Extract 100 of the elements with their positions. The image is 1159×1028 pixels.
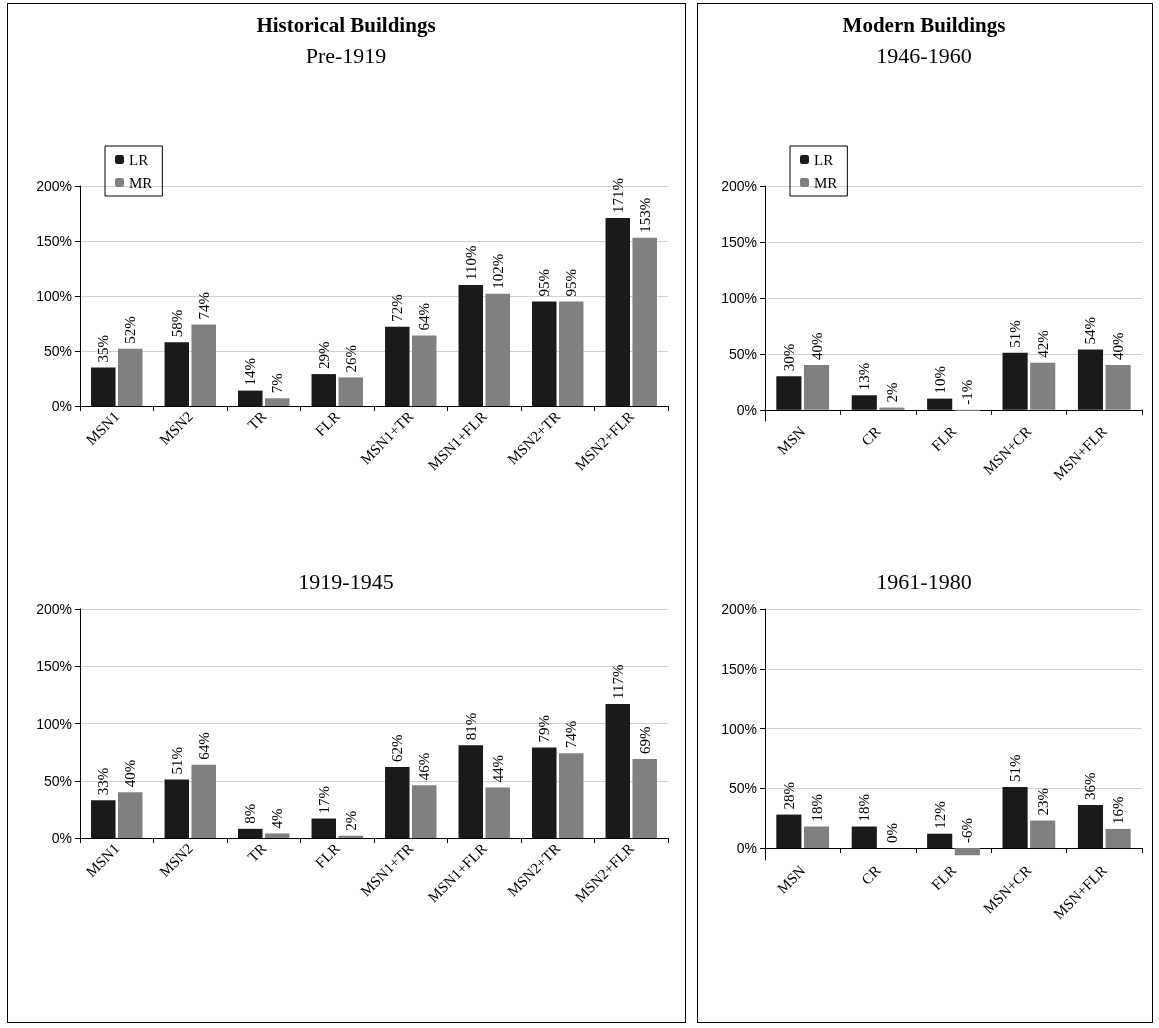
bar <box>311 818 337 838</box>
y-tick-label: 100% <box>721 720 757 737</box>
data-label: 18% <box>856 794 873 822</box>
data-label: 29% <box>315 341 332 370</box>
bar <box>264 398 290 406</box>
data-label: 2% <box>342 810 359 831</box>
data-label: 102% <box>489 253 506 289</box>
y-tick-label: 150% <box>36 658 72 675</box>
legend-label: LR <box>814 151 834 168</box>
y-tick-label: 50% <box>728 780 757 797</box>
data-label: 40% <box>122 759 139 788</box>
y-tick-label: 200% <box>721 601 757 617</box>
x-tick-label: FLR <box>312 408 343 440</box>
chart-title: Modern Buildings <box>842 12 1006 37</box>
bar <box>91 800 116 838</box>
chart-title: Historical Buildings <box>256 12 436 37</box>
data-label: 95% <box>563 269 580 297</box>
bar <box>338 377 363 406</box>
bar <box>605 704 631 838</box>
bar <box>954 848 980 856</box>
data-label: 74% <box>563 720 580 749</box>
chart-title: 1961-1980 <box>876 568 972 594</box>
y-tick-label: 100% <box>36 715 72 732</box>
bar <box>851 395 877 410</box>
bar <box>264 833 290 838</box>
bar <box>632 759 657 838</box>
data-label: 40% <box>1110 332 1127 361</box>
bar <box>458 285 484 406</box>
bar <box>1105 828 1131 849</box>
x-tick-label: FLR <box>312 840 343 872</box>
data-label: 58% <box>168 309 185 338</box>
bar <box>385 767 410 838</box>
data-label: 171% <box>609 177 626 213</box>
bar <box>1030 820 1056 849</box>
bar <box>191 324 216 406</box>
bar <box>385 326 410 406</box>
bar <box>311 374 337 406</box>
data-label: 0% <box>883 823 900 844</box>
chart-subtitle: 1946-1960 <box>876 42 972 68</box>
data-label: 44% <box>489 755 506 783</box>
data-label: 153% <box>636 197 653 233</box>
data-label: 13% <box>856 362 873 391</box>
data-label: 51% <box>1007 320 1024 348</box>
bar <box>411 335 437 406</box>
data-label: 36% <box>1082 772 1099 801</box>
y-tick-label: 0% <box>736 840 757 857</box>
data-label: 12% <box>931 801 948 829</box>
y-tick-label: 50% <box>43 343 72 359</box>
bar <box>851 826 877 849</box>
bar <box>558 301 584 406</box>
data-label: 79% <box>536 715 553 743</box>
legend-label: LR <box>129 151 149 168</box>
y-tick-label: 50% <box>728 345 757 362</box>
bar <box>776 814 802 849</box>
y-tick-label: 0% <box>51 398 72 414</box>
bar <box>91 367 116 406</box>
bar <box>1077 349 1104 410</box>
data-label: 26% <box>342 344 359 373</box>
y-tick-label: 150% <box>36 233 72 249</box>
data-label: 69% <box>636 726 653 754</box>
x-tick-label: TR <box>244 840 270 866</box>
data-label: 52% <box>122 316 139 344</box>
data-label: 74% <box>195 292 212 320</box>
data-label: 17% <box>315 786 332 814</box>
data-label: 51% <box>1007 754 1024 783</box>
bar <box>164 779 190 838</box>
legend-label: MR <box>129 174 153 191</box>
bar <box>485 787 510 838</box>
y-tick-label: 200% <box>36 601 72 617</box>
bar <box>1105 365 1131 410</box>
data-label: 64% <box>195 732 212 760</box>
bar <box>605 217 631 406</box>
data-label: 18% <box>808 794 825 822</box>
data-label: -6% <box>959 818 976 844</box>
data-label: 81% <box>462 712 479 741</box>
data-label: 95% <box>536 269 553 297</box>
x-tick-label: FLR <box>928 862 960 894</box>
bar <box>632 237 657 406</box>
chart-title: 1919-1945 <box>298 568 394 594</box>
bar <box>927 833 953 849</box>
bar <box>927 398 953 410</box>
bar <box>532 747 557 838</box>
data-label: 46% <box>416 752 433 781</box>
data-label: 7% <box>269 373 286 394</box>
data-label: 33% <box>95 767 112 796</box>
data-label: 51% <box>168 747 185 775</box>
y-tick-label: 150% <box>721 660 757 677</box>
data-label: 10% <box>931 366 948 394</box>
y-tick-label: 100% <box>721 289 757 306</box>
y-tick-label: 0% <box>51 830 72 846</box>
x-tick-label: FLR <box>928 423 960 455</box>
bar <box>803 826 830 849</box>
bar <box>1002 352 1028 410</box>
data-label: 62% <box>389 734 406 763</box>
data-label: 30% <box>780 343 797 372</box>
data-label: 16% <box>1110 796 1127 824</box>
bar <box>776 376 802 410</box>
chart-subtitle: Pre-1919 <box>305 42 387 68</box>
bar <box>485 293 510 406</box>
data-label: 8% <box>242 803 259 824</box>
